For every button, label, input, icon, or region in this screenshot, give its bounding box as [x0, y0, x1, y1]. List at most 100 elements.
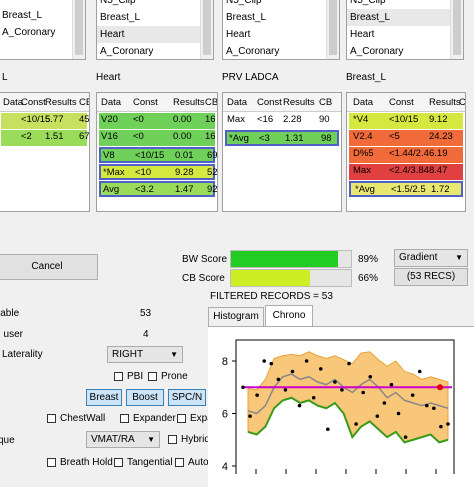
structure-list-2[interactable]: N5_Clip Breast_L Heart A_Coronary — [96, 0, 214, 60]
breathhold-checkbox[interactable] — [47, 458, 56, 467]
list-item[interactable]: Breast_L — [347, 9, 463, 26]
list-item[interactable]: N5_Clip — [226, 0, 262, 6]
user-label: : user — [0, 329, 24, 340]
list-item[interactable]: A_Coronary — [226, 46, 280, 57]
expander-checkbox[interactable] — [120, 414, 129, 423]
structure-list-3[interactable]: N5_Clip Breast_L Heart A_Coronary — [222, 0, 340, 60]
pbi-checkbox[interactable] — [114, 372, 123, 381]
bw-score-bar — [230, 250, 352, 268]
chevron-down-icon: ▼ — [170, 350, 178, 359]
laterality-value: RIGHT — [112, 349, 144, 360]
column-header: Results — [429, 97, 461, 108]
list-item[interactable]: A_Coronary — [100, 46, 154, 57]
list-item[interactable]: Breast_L — [2, 10, 43, 21]
tab-label: Chrono — [272, 310, 306, 321]
cancel-label: Cancel — [31, 261, 63, 272]
table-cell-results: 0.01 — [175, 150, 194, 161]
panel-title: Breast_L — [346, 72, 387, 83]
column-header: Data — [227, 97, 248, 108]
table-cell-const: <2 — [21, 131, 32, 142]
structure-list-4[interactable]: N5_Clip Breast_L Heart A_Coronary — [346, 0, 464, 60]
column-header: Data — [3, 97, 24, 108]
constraint-panel-prv-ladca: Data Const Results CB Max <16 2.28 90 *Avg <3 1.31… — [222, 92, 342, 212]
table-cell-results: 5.77 — [45, 114, 64, 125]
boost-label: Boost — [132, 392, 158, 403]
table-row[interactable]: Avg <3.2 1.47 92 — [99, 181, 217, 197]
table-row[interactable]: V16 <0 0.00 16 — [99, 130, 216, 146]
chestwall-checkbox[interactable] — [47, 414, 56, 423]
list-item[interactable]: Heart — [226, 29, 251, 40]
list-item[interactable]: Breast_L — [226, 12, 267, 23]
list-item[interactable]: Heart — [97, 26, 213, 43]
table-cell-results: 1.47 — [175, 184, 194, 195]
column-header: Data — [101, 97, 122, 108]
tab-chrono[interactable]: Chrono — [265, 305, 313, 327]
autop-checkbox[interactable] — [175, 458, 184, 467]
scrollbar[interactable] — [450, 0, 463, 59]
cb-score-bar — [230, 269, 352, 287]
table-row[interactable]: <2 1.51 67 — [1, 130, 90, 146]
color-mode-select[interactable]: Gradient ▼ — [394, 249, 468, 267]
tab-histogram[interactable]: Histogram — [208, 307, 264, 326]
prone-checkbox[interactable] — [148, 372, 157, 381]
list-item[interactable]: A_Coronary — [350, 46, 404, 57]
column-header: Const — [21, 97, 46, 108]
list-item[interactable]: A_Coronary — [2, 27, 56, 38]
list-item[interactable]: Breast_L — [100, 12, 141, 23]
table-row[interactable]: D%5 <1.44/2.4 6.19 — [349, 147, 463, 163]
scrollbar[interactable] — [72, 0, 85, 59]
tangential-label: Tangential — [127, 457, 173, 468]
table-row[interactable]: *Avg <3 1.31 98 — [225, 130, 339, 146]
laterality-select[interactable]: RIGHT ▼ — [107, 346, 183, 363]
table-row[interactable]: *Avg <1.5/2.5 1.72 — [349, 181, 463, 197]
technique-select[interactable]: VMAT/RA ▼ — [86, 431, 160, 448]
table-cell-data: *Avg — [355, 184, 375, 195]
breathhold-label: Breath Hold — [60, 457, 113, 468]
spcn-button[interactable]: SPC/N — [168, 389, 206, 406]
table-cell-cb: 67 — [79, 131, 90, 142]
column-header: CB — [459, 97, 466, 108]
table-cell-const: <1.5/2.5 — [391, 184, 426, 195]
tangential-checkbox[interactable] — [114, 458, 123, 467]
table-cell-results: 9.12 — [429, 114, 448, 125]
table-row[interactable]: Max <16 2.28 90 — [225, 113, 339, 129]
list-item[interactable]: Heart — [350, 29, 375, 40]
scrollbar[interactable] — [326, 0, 339, 59]
table-row[interactable]: *V4 <10/15 9.12 — [349, 113, 463, 129]
structure-list-1[interactable]: Breast_L A_Coronary — [0, 0, 86, 60]
table-cell-const: <3 — [259, 133, 270, 144]
column-header: Results — [173, 97, 205, 108]
column-header: Results — [283, 97, 315, 108]
expa-checkbox[interactable] — [177, 414, 186, 423]
table-cell-const: <0 — [133, 114, 144, 125]
breast-button[interactable]: Breast — [86, 389, 122, 406]
column-header: Const — [133, 97, 158, 108]
table-row[interactable]: V2.4 <5 24.23 — [349, 130, 463, 146]
recs-button[interactable]: (53 RECS) — [394, 268, 468, 286]
panel-title: PRV LADCA — [222, 72, 279, 83]
autop-label: Autop — [188, 457, 215, 468]
table-row[interactable]: V8 <10/15 0.01 69 — [99, 147, 217, 163]
table-row[interactable]: *Max <10 9.28 52 — [99, 164, 217, 180]
boost-button[interactable]: Boost — [126, 389, 164, 406]
table-row[interactable]: Max <2.4/3.84 8.47 — [349, 164, 463, 180]
table-cell-const: <2.4/3.84 — [389, 165, 429, 176]
panel-title: L — [2, 72, 8, 83]
scrollbar[interactable] — [200, 0, 213, 59]
table-row[interactable]: V20 <0 0.00 16 — [99, 113, 216, 129]
cancel-button[interactable]: Cancel — [0, 254, 98, 280]
column-header: Const — [257, 97, 282, 108]
hybrid-checkbox[interactable] — [168, 435, 177, 444]
column-header: CB — [205, 97, 218, 108]
table-cell-const: <10/15 — [21, 114, 51, 125]
column-header: Const — [389, 97, 414, 108]
tab-label: Histogram — [213, 311, 259, 322]
table-cell-data: V2.4 — [353, 131, 373, 142]
available-value: 53 — [140, 308, 152, 319]
table-row[interactable]: <10/15 5.77 45 — [1, 113, 89, 129]
list-item[interactable]: N5_Clip — [100, 0, 136, 6]
list-item[interactable]: N5_Clip — [350, 0, 386, 6]
chestwall-label: ChestWall — [60, 413, 106, 424]
